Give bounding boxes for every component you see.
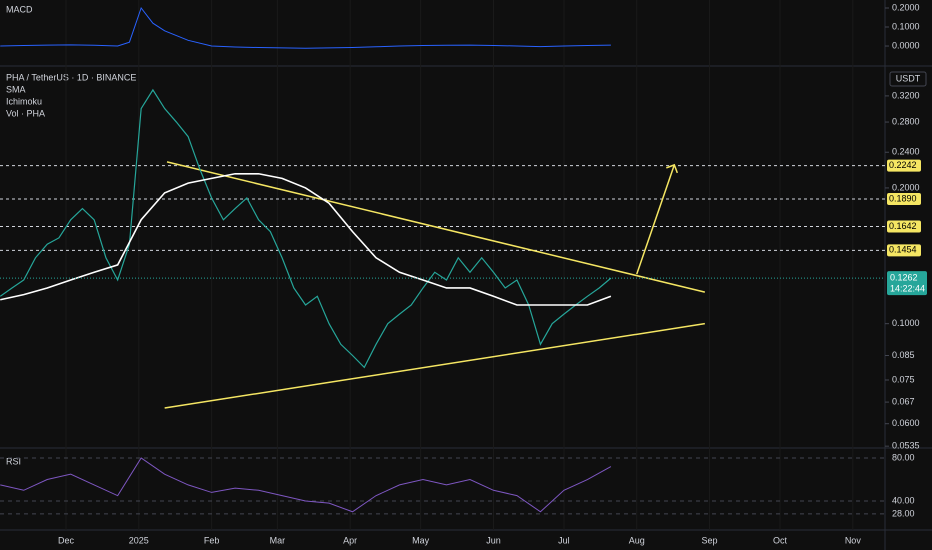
y-tick-label: 80.00 bbox=[892, 452, 915, 462]
y-tick-label: 0.067 bbox=[892, 396, 915, 406]
rsi-title: RSI bbox=[6, 456, 21, 466]
y-tick-label: 0.1000 bbox=[892, 21, 920, 31]
y-tick-label: 0.2000 bbox=[892, 182, 920, 192]
last-price-box bbox=[887, 271, 927, 296]
level-label: 0.1890 bbox=[889, 193, 917, 203]
y-tick-label: 0.3200 bbox=[892, 90, 920, 100]
x-tick-label: Jun bbox=[486, 535, 501, 545]
indicator: Vol · PHA bbox=[6, 108, 45, 118]
indicator: SMA bbox=[6, 84, 26, 94]
arrow bbox=[636, 164, 676, 275]
x-tick-label: Sep bbox=[702, 535, 718, 545]
x-tick-label: Feb bbox=[204, 535, 220, 545]
x-tick-label: Nov bbox=[845, 535, 862, 545]
x-tick-label: Aug bbox=[629, 535, 645, 545]
trendline bbox=[166, 161, 706, 293]
currency-box bbox=[889, 71, 927, 87]
level-box bbox=[887, 193, 921, 206]
macd-title: MACD bbox=[6, 4, 33, 14]
chart-title: PHA / TetherUS · 1D · BINANCE bbox=[6, 72, 136, 82]
x-tick-label: Jul bbox=[558, 535, 570, 545]
y-tick-label: 0.1000 bbox=[892, 318, 920, 328]
y-tick-label: 0.085 bbox=[892, 350, 915, 360]
y-tick-label: 0.2800 bbox=[892, 116, 920, 126]
currency: USDT bbox=[896, 73, 921, 83]
level-box bbox=[887, 244, 921, 257]
level-box bbox=[887, 159, 921, 172]
x-tick-label: Mar bbox=[270, 535, 286, 545]
y-tick-label: 40.00 bbox=[892, 495, 915, 505]
y-tick-label: 28.00 bbox=[892, 508, 915, 518]
level-label: 0.1454 bbox=[889, 245, 917, 255]
level-label: 0.1642 bbox=[889, 221, 917, 231]
y-tick-label: 0.0600 bbox=[892, 418, 920, 428]
last-price-label: 0.1262 bbox=[890, 272, 918, 282]
level-label: 0.2242 bbox=[889, 160, 917, 170]
x-tick-label: May bbox=[412, 535, 430, 545]
trendline bbox=[164, 322, 705, 409]
y-tick-label: 0.0000 bbox=[892, 40, 920, 50]
x-tick-label: 2025 bbox=[129, 535, 149, 545]
indicator: Ichimoku bbox=[6, 96, 42, 106]
x-tick-label: Dec bbox=[58, 535, 75, 545]
y-tick-label: 0.2000 bbox=[892, 2, 920, 12]
y-tick-label: 0.2400 bbox=[892, 147, 920, 157]
countdown: 14:22:44 bbox=[890, 283, 925, 293]
series-line bbox=[0, 88, 612, 369]
series-line bbox=[0, 172, 612, 306]
level-box bbox=[887, 220, 921, 233]
macd-line bbox=[0, 6, 611, 49]
rsi-line bbox=[0, 457, 612, 513]
x-tick-label: Oct bbox=[773, 535, 788, 545]
y-tick-label: 0.075 bbox=[892, 374, 915, 384]
x-tick-label: Apr bbox=[343, 535, 357, 545]
y-tick-label: 0.0535 bbox=[892, 441, 920, 451]
arrow-head bbox=[666, 163, 679, 174]
